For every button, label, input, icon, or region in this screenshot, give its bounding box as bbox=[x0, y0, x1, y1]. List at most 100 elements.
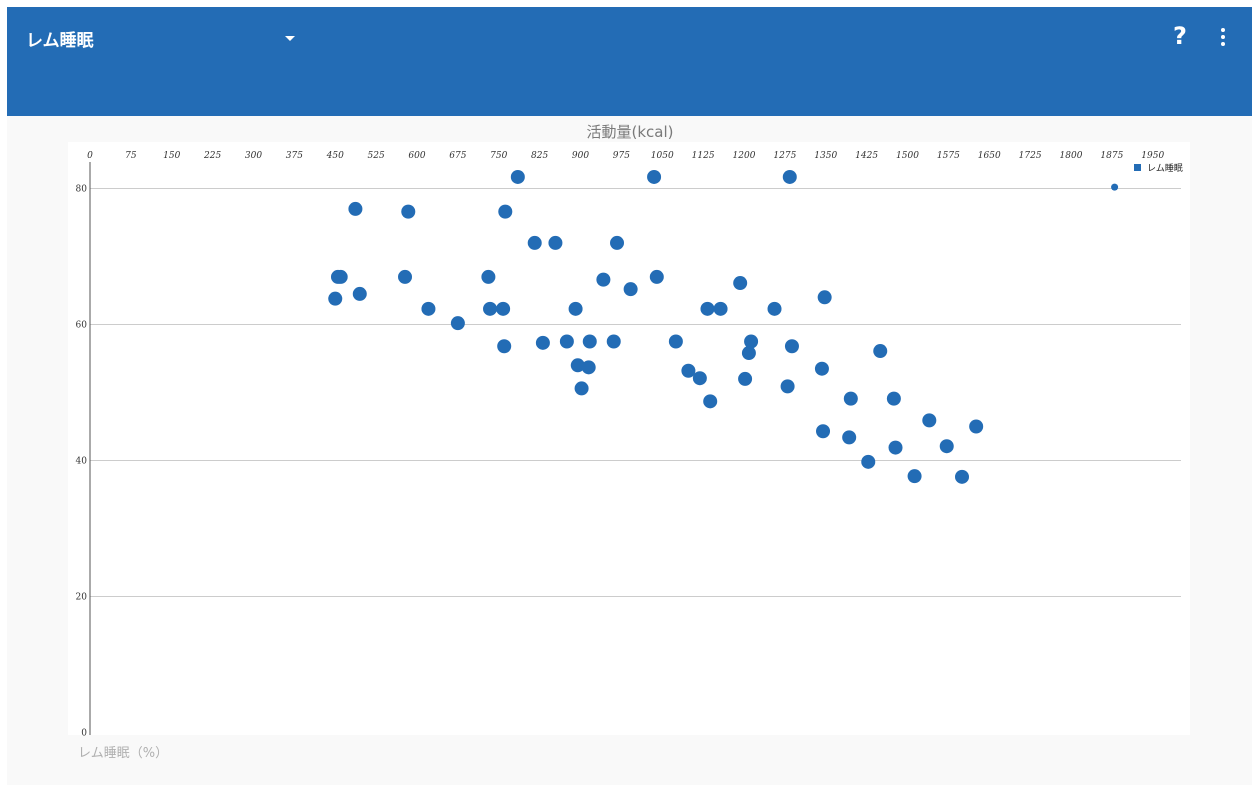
data-point bbox=[352, 286, 367, 301]
legend[interactable]: レム睡眠 bbox=[1134, 162, 1183, 174]
data-point bbox=[843, 391, 858, 406]
data-point bbox=[969, 419, 984, 434]
data-point bbox=[668, 334, 683, 349]
data-point bbox=[782, 169, 797, 184]
data-point bbox=[817, 290, 832, 305]
data-point bbox=[647, 169, 662, 184]
data-point bbox=[816, 424, 831, 439]
y-tick-label: 20 bbox=[76, 593, 88, 603]
legend-swatch bbox=[1134, 164, 1141, 171]
data-point bbox=[481, 269, 496, 284]
data-point bbox=[570, 358, 585, 373]
data-point bbox=[842, 430, 857, 445]
y-tick-label: 40 bbox=[76, 457, 88, 467]
data-point bbox=[333, 269, 348, 284]
data-point bbox=[741, 346, 756, 361]
data-point bbox=[450, 316, 465, 331]
x-tick-label: 1425 bbox=[855, 151, 878, 161]
x-tick-label: 1200 bbox=[733, 151, 756, 161]
data-point bbox=[348, 201, 363, 216]
x-tick-label: 1950 bbox=[1141, 151, 1164, 161]
more-vert-icon[interactable] bbox=[1214, 28, 1232, 50]
data-point bbox=[497, 339, 512, 354]
x-tick-label: 300 bbox=[245, 151, 262, 161]
app-bar bbox=[7, 7, 1252, 116]
plot-background bbox=[68, 142, 1190, 735]
data-point bbox=[692, 371, 707, 386]
data-point bbox=[955, 469, 969, 484]
x-tick-label: 525 bbox=[368, 151, 385, 161]
x-tick-label: 825 bbox=[531, 151, 548, 161]
data-point bbox=[767, 301, 782, 316]
data-point bbox=[814, 361, 829, 376]
data-point bbox=[610, 235, 625, 250]
data-point bbox=[922, 413, 937, 428]
data-point bbox=[568, 301, 583, 316]
x-tick-label: 1800 bbox=[1060, 151, 1083, 161]
x-tick-label: 0 bbox=[87, 151, 93, 161]
data-point bbox=[873, 344, 888, 359]
grid-lines bbox=[90, 188, 1181, 597]
data-point bbox=[703, 394, 718, 409]
x-tick-label: 600 bbox=[408, 151, 425, 161]
y-axis-title: レム睡眠（%） bbox=[78, 746, 169, 761]
data-points bbox=[328, 169, 1119, 484]
y-tick-labels: 0 20 40 60 80 bbox=[76, 185, 88, 739]
data-point bbox=[733, 276, 748, 291]
data-point bbox=[939, 439, 954, 454]
data-point bbox=[535, 335, 550, 350]
data-point bbox=[784, 339, 799, 354]
data-point bbox=[582, 334, 597, 349]
x-tick-label: 1650 bbox=[978, 151, 1001, 161]
y-tick-label: 0 bbox=[81, 729, 87, 739]
data-point bbox=[559, 334, 574, 349]
data-point bbox=[398, 269, 413, 284]
x-tick-label: 150 bbox=[163, 151, 180, 161]
data-point bbox=[421, 301, 436, 316]
data-point bbox=[483, 301, 498, 316]
x-tick-label: 1875 bbox=[1100, 151, 1123, 161]
data-point bbox=[548, 235, 563, 250]
data-point bbox=[498, 204, 513, 219]
x-tick-label: 225 bbox=[203, 151, 221, 161]
x-tick-label: 450 bbox=[326, 151, 344, 161]
data-point bbox=[401, 204, 416, 219]
data-point bbox=[713, 301, 728, 316]
data-point bbox=[744, 334, 759, 349]
data-point bbox=[574, 381, 589, 396]
data-point bbox=[907, 469, 922, 484]
y-tick-label: 60 bbox=[76, 321, 88, 331]
data-point bbox=[861, 454, 876, 469]
x-tick-label: 375 bbox=[286, 151, 303, 161]
page-title: レム睡眠 bbox=[26, 31, 94, 51]
x-tick-labels: 0 75 150 225 300 375 450 525 600 675 750 825 900 975 1… bbox=[87, 151, 1164, 161]
x-tick-label: 1050 bbox=[651, 151, 674, 161]
data-point bbox=[581, 360, 596, 375]
data-point bbox=[596, 272, 611, 287]
x-axis-title: 活動量(kcal) bbox=[586, 123, 674, 141]
x-tick-label: 1500 bbox=[896, 151, 919, 161]
data-point bbox=[738, 371, 753, 386]
data-point bbox=[606, 334, 621, 349]
y-tick-label: 80 bbox=[76, 185, 88, 195]
x-tick-label: 1125 bbox=[692, 151, 715, 161]
data-point bbox=[888, 440, 903, 455]
x-tick-label: 750 bbox=[490, 151, 507, 161]
data-point bbox=[700, 301, 715, 316]
dropdown-caret-icon[interactable] bbox=[285, 36, 295, 41]
data-point bbox=[681, 363, 696, 378]
x-tick-label: 675 bbox=[449, 151, 466, 161]
data-point bbox=[510, 169, 525, 184]
x-tick-label: 1350 bbox=[814, 151, 837, 161]
x-tick-label: 1275 bbox=[773, 151, 796, 161]
x-tick-label: 1575 bbox=[937, 151, 960, 161]
x-tick-label: 75 bbox=[125, 151, 137, 161]
x-tick-label: 975 bbox=[613, 151, 630, 161]
legend-label: レム睡眠 bbox=[1147, 162, 1183, 174]
x-tick-label: 1725 bbox=[1019, 151, 1042, 161]
x-tick-label: 900 bbox=[572, 151, 589, 161]
data-point bbox=[527, 235, 542, 250]
data-point bbox=[886, 391, 901, 406]
help-icon[interactable]: ? bbox=[1173, 22, 1187, 50]
